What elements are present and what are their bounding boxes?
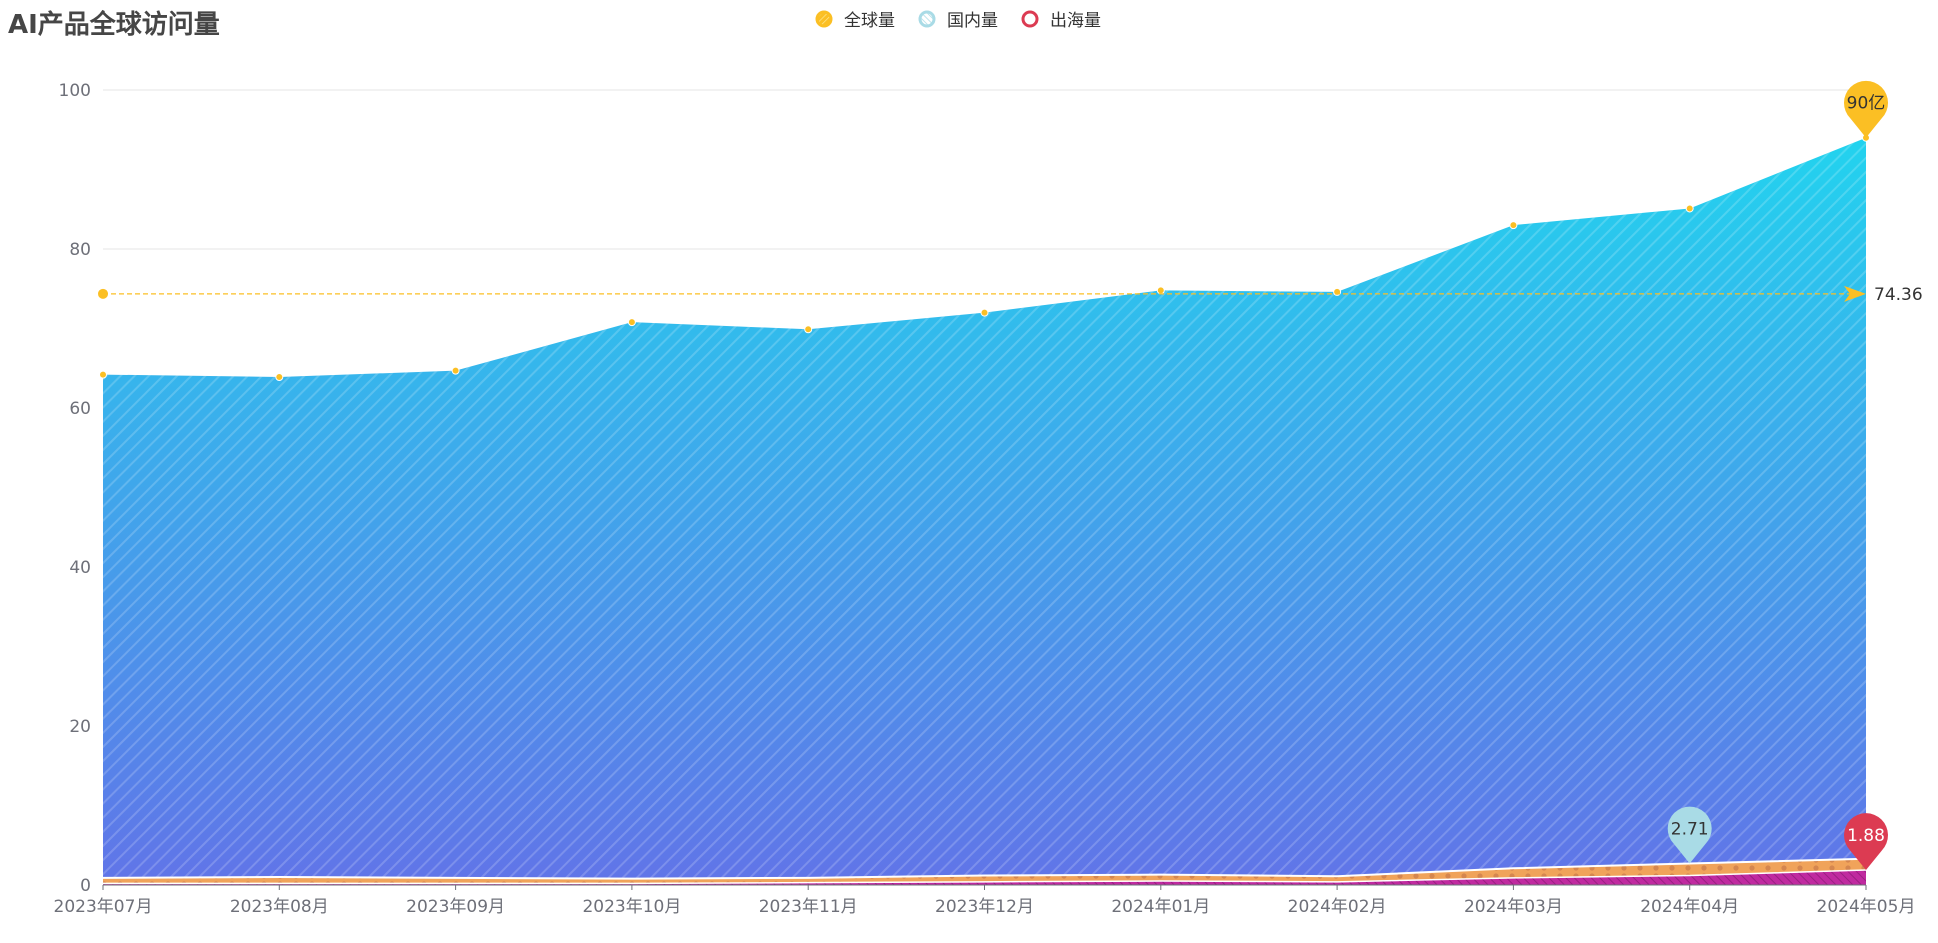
x-tick-label: 2023年10月	[582, 897, 681, 917]
x-tick-label: 2023年08月	[230, 897, 329, 917]
legend-label-overseas: 出海量	[1050, 11, 1101, 31]
y-tick-label: 20	[69, 717, 91, 737]
data-point-global	[1509, 221, 1518, 230]
markpoint-pin	[1844, 813, 1888, 871]
y-tick-label: 0	[80, 876, 91, 896]
markline-label: 74.36	[1874, 285, 1923, 305]
data-point-global	[1685, 204, 1694, 213]
legend-item-overseas[interactable]: 出海量	[1020, 6, 1101, 31]
chart-title: AI产品全球访问量	[8, 10, 220, 40]
markline-end-arrow	[1844, 285, 1866, 302]
series-area-overseas	[103, 870, 1866, 885]
data-point-global	[980, 308, 989, 317]
series-hatch-global	[103, 137, 1866, 885]
legend-swatch-domestic-icon	[918, 10, 936, 27]
markpoint-label: 90亿	[1847, 94, 1886, 114]
data-point-global	[804, 325, 813, 334]
y-tick-label: 40	[69, 558, 91, 578]
y-tick-label: 100	[59, 81, 91, 101]
x-tick-label: 2023年12月	[935, 897, 1034, 917]
legend-label-domestic: 国内量	[947, 11, 998, 31]
data-point-global	[275, 372, 284, 381]
data-point-global	[1156, 286, 1165, 295]
data-point-global	[627, 318, 636, 327]
legend-item-global[interactable]: 全球量	[814, 6, 895, 31]
x-tick-label: 2023年07月	[54, 897, 153, 917]
legend-item-domestic[interactable]: 国内量	[917, 6, 998, 31]
legend-swatch-global-icon	[815, 10, 833, 27]
y-tick-label: 80	[69, 240, 91, 260]
legend-swatch-overseas-icon	[1021, 10, 1039, 27]
legend-label-global: 全球量	[844, 11, 895, 31]
data-point-global	[99, 370, 107, 379]
area-layer	[102, 137, 1867, 885]
markpoint-label: 1.88	[1847, 826, 1885, 846]
x-tick-label: 2023年11月	[759, 897, 858, 917]
mark-layer: 74.36 90亿 2.71 1.88	[98, 80, 1923, 871]
x-tick-label: 2024年04月	[1640, 897, 1739, 917]
x-tick-label: 2023年09月	[406, 897, 505, 917]
x-tick-label: 2024年03月	[1464, 897, 1563, 917]
y-tick-label: 60	[69, 399, 91, 419]
x-tick-label: 2024年01月	[1111, 897, 1210, 917]
markpoint-label: 2.71	[1671, 819, 1709, 839]
chart-legend: 全球量 国内量 出海量	[814, 6, 1101, 31]
markpoint-pin	[1843, 80, 1888, 138]
x-tick-label: 2024年02月	[1288, 897, 1387, 917]
axis-layer: 0 20 40 60 80 100 2023年07月 2023年08月 2023年09月 2023…	[54, 81, 1916, 917]
markpoint-pin	[1667, 806, 1712, 864]
series-line-domestic	[102, 857, 1867, 880]
x-tick-label: 2024年05月	[1817, 897, 1916, 917]
markline-start-point	[98, 288, 108, 299]
series-line-overseas	[103, 869, 1867, 885]
data-point-global	[451, 366, 460, 375]
